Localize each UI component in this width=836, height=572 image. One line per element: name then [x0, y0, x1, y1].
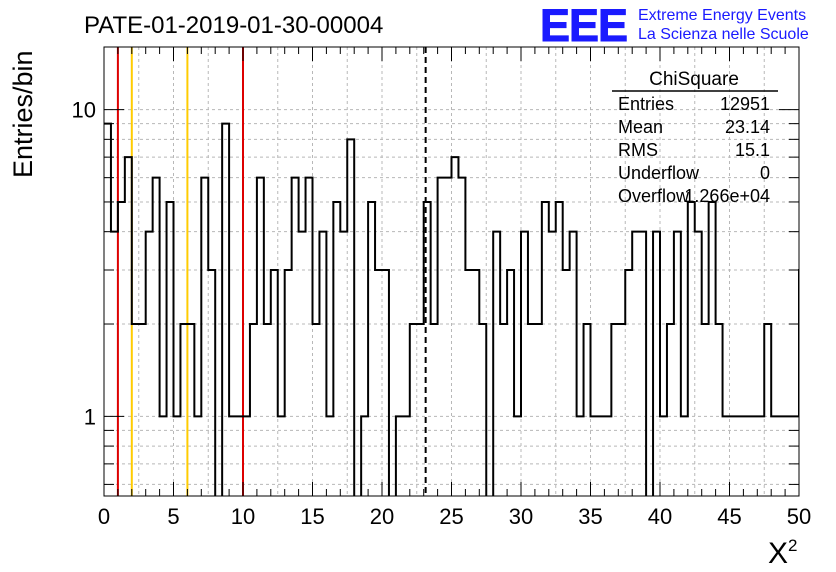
x-tick-labels: 0 5 10 15 20 25 30 35 40 45 50	[98, 504, 811, 529]
y-tick-label: 10	[72, 98, 96, 123]
eee-logo-mark: EEE	[540, 0, 627, 51]
x-tick-label: 10	[231, 504, 255, 529]
x-tick-label: 5	[167, 504, 179, 529]
stats-label: Overflow	[618, 186, 690, 206]
x-tick-label: 40	[648, 504, 672, 529]
x-tick-label: 20	[370, 504, 394, 529]
x-axis-label: X2	[768, 536, 797, 570]
y-tick-label: 1	[84, 404, 96, 429]
reference-lines	[116, 47, 427, 496]
x-tick-label: 50	[787, 504, 811, 529]
stats-value: 12951	[720, 94, 770, 114]
x-tick-label: 0	[98, 504, 110, 529]
x-tick-label: 25	[439, 504, 463, 529]
stats-value: 15.1	[735, 140, 770, 160]
x-tick-label: 45	[717, 504, 741, 529]
histogram-line	[104, 122, 799, 496]
stats-value: 0	[760, 163, 770, 183]
stats-label: Underflow	[618, 163, 700, 183]
y-tick-labels: 1 10	[72, 98, 96, 430]
eee-logo: EEE Extreme Energy Events La Scienza nel…	[540, 0, 809, 52]
x-tick-label: 30	[509, 504, 533, 529]
chart-title: PATE-01-2019-01-30-00004	[84, 12, 383, 39]
stats-rows: Entries 12951 Mean 23.14 RMS 15.1 Underflow 0 Ov…	[618, 94, 770, 206]
stats-label: Mean	[618, 117, 663, 137]
stats-title: ChiSquare	[649, 69, 739, 90]
stats-value: 1.266e+04	[684, 186, 770, 206]
axis-ticks	[103, 47, 800, 496]
eee-logo-line1: Extreme Energy Events	[638, 7, 806, 24]
x-tick-label: 15	[300, 504, 324, 529]
stats-value: 23.14	[725, 117, 770, 137]
y-axis-label: Entries/bin	[8, 50, 38, 178]
x-tick-label: 35	[578, 504, 602, 529]
grid	[104, 47, 799, 496]
x-axis-label-superscript: 2	[788, 536, 797, 555]
stats-label: Entries	[618, 94, 674, 114]
stats-box: ChiSquare Entries 12951 Mean 23.14 RMS 15.1 Un…	[612, 69, 778, 206]
stats-label: RMS	[618, 140, 658, 160]
eee-logo-line2: La Scienza nelle Scuole	[638, 26, 809, 43]
